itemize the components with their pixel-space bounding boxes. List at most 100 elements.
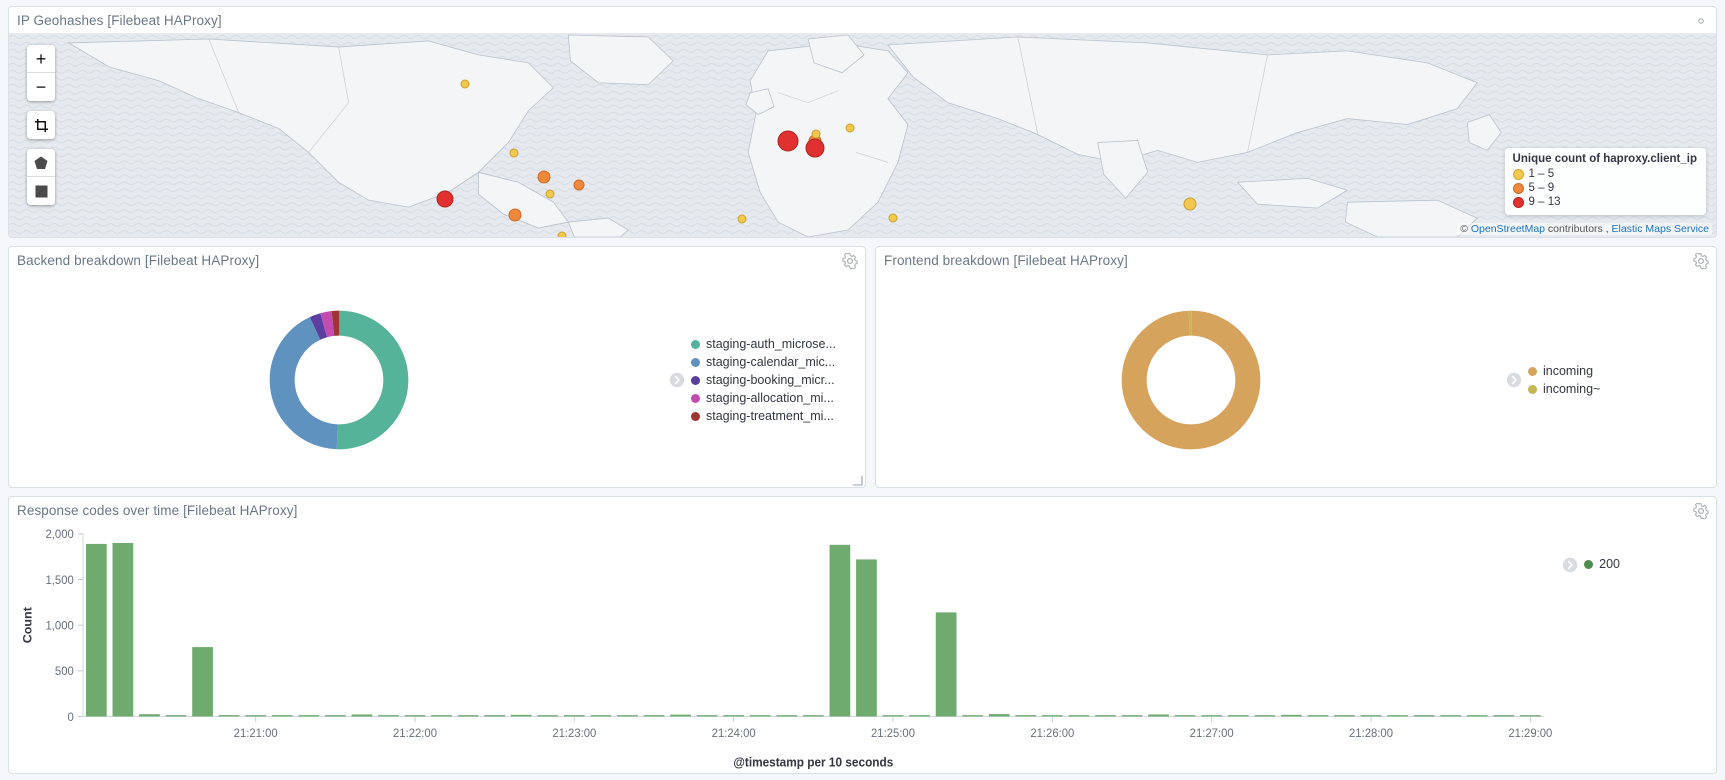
map-marker[interactable] <box>508 208 522 222</box>
bar[interactable] <box>1413 715 1435 717</box>
bar[interactable] <box>670 714 691 717</box>
bar[interactable] <box>563 715 585 717</box>
donut-slice-4[interactable] <box>269 310 409 450</box>
frontend-donut-chart[interactable] <box>876 305 1506 455</box>
bar[interactable] <box>1466 715 1488 717</box>
bar[interactable] <box>218 715 240 717</box>
bar[interactable] <box>378 715 399 717</box>
bar[interactable] <box>192 647 213 717</box>
fit-to-data-crop-icon[interactable] <box>27 111 55 139</box>
bar[interactable] <box>431 715 452 717</box>
map-marker[interactable] <box>805 138 825 158</box>
bar[interactable] <box>988 714 1010 717</box>
bar[interactable] <box>351 714 373 717</box>
map-marker[interactable] <box>573 179 585 191</box>
bar[interactable] <box>1015 715 1037 717</box>
map-marker[interactable] <box>509 148 519 158</box>
gear-icon[interactable] <box>1693 503 1709 519</box>
bar[interactable] <box>643 715 665 717</box>
legend-item[interactable]: staging-treatment_mi... <box>691 409 836 424</box>
donut-slice-1[interactable] <box>269 310 409 450</box>
draw-polygon-icon[interactable] <box>27 149 55 177</box>
bar[interactable] <box>324 715 346 717</box>
bar[interactable] <box>1201 715 1223 717</box>
map-marker[interactable] <box>545 189 555 199</box>
bar[interactable] <box>298 715 320 717</box>
zoom-in-icon[interactable]: + <box>27 45 55 73</box>
backend-donut-chart[interactable] <box>9 305 669 455</box>
panel-resize-handle[interactable] <box>851 474 863 486</box>
bar[interactable] <box>1387 715 1408 717</box>
elastic-maps-service-link[interactable]: Elastic Maps Service <box>1611 223 1709 235</box>
bar[interactable] <box>1519 715 1541 717</box>
bar[interactable] <box>696 715 718 717</box>
bar[interactable] <box>1148 714 1169 717</box>
bar[interactable] <box>85 543 107 717</box>
zoom-out-icon[interactable]: − <box>27 73 55 101</box>
map-marker[interactable] <box>811 129 821 139</box>
map-marker[interactable] <box>845 123 855 133</box>
bar[interactable] <box>1334 715 1355 717</box>
legend-item[interactable]: incoming~ <box>1528 382 1600 397</box>
bar[interactable] <box>1121 715 1143 717</box>
map-viewport[interactable]: + − <box>9 33 1716 237</box>
map-marker[interactable] <box>888 213 898 223</box>
bar[interactable] <box>165 715 187 717</box>
bar[interactable] <box>1095 715 1116 717</box>
donut-slice-1[interactable] <box>1121 310 1261 450</box>
bar[interactable] <box>404 715 426 717</box>
bar[interactable] <box>510 714 532 717</box>
bar[interactable] <box>909 715 930 717</box>
bar[interactable] <box>935 612 957 717</box>
response-bar-chart[interactable]: 0 500 1,000 1,500 2,000 21:21:00 21:22:00 21:23… <box>9 523 1562 773</box>
bar[interactable] <box>776 715 798 717</box>
map-marker[interactable] <box>460 79 470 89</box>
bar[interactable] <box>590 715 612 717</box>
bar[interactable] <box>723 715 745 717</box>
draw-rectangle-icon[interactable] <box>27 177 55 205</box>
legend-item[interactable]: incoming <box>1528 364 1600 379</box>
bar[interactable] <box>1227 715 1249 717</box>
bar[interactable] <box>245 715 267 717</box>
bar[interactable] <box>1307 715 1329 717</box>
bar[interactable] <box>1440 715 1462 717</box>
bar[interactable] <box>802 715 824 717</box>
bar[interactable] <box>882 715 904 717</box>
bar[interactable] <box>484 715 506 717</box>
legend-item[interactable]: 200 <box>1584 557 1620 572</box>
openstreetmap-link[interactable]: OpenStreetMap <box>1470 223 1546 235</box>
legend-item[interactable]: staging-allocation_mi... <box>691 391 836 406</box>
gear-icon[interactable] <box>1693 13 1709 29</box>
legend-item[interactable]: staging-auth_microse... <box>691 337 836 352</box>
map-marker[interactable] <box>777 130 799 152</box>
bar[interactable] <box>829 544 851 717</box>
bar[interactable] <box>139 714 160 717</box>
bar[interactable] <box>1174 715 1196 717</box>
chevron-right-circle-icon[interactable] <box>669 372 685 388</box>
bar[interactable] <box>112 543 134 717</box>
bar[interactable] <box>1493 715 1515 717</box>
bar[interactable] <box>617 715 638 717</box>
bar[interactable] <box>1068 715 1090 717</box>
bar[interactable] <box>457 715 479 717</box>
bar[interactable] <box>856 559 877 717</box>
chevron-right-circle-icon[interactable] <box>1506 372 1522 388</box>
gear-icon[interactable] <box>1693 253 1709 269</box>
donut-slice-0[interactable] <box>1121 310 1261 450</box>
bar[interactable] <box>1280 714 1302 717</box>
gear-icon[interactable] <box>842 253 858 269</box>
bar[interactable] <box>1360 715 1382 717</box>
map-marker[interactable] <box>537 170 551 184</box>
legend-item[interactable]: staging-calendar_mic... <box>691 355 836 370</box>
bar[interactable] <box>537 715 559 717</box>
bar[interactable] <box>1041 715 1063 717</box>
bar[interactable] <box>1254 715 1276 717</box>
bar[interactable] <box>749 715 771 717</box>
map-marker[interactable] <box>1183 197 1197 211</box>
map-marker[interactable] <box>557 231 567 237</box>
bar[interactable] <box>271 715 293 717</box>
map-marker[interactable] <box>436 190 454 208</box>
chevron-right-circle-icon[interactable] <box>1562 557 1578 573</box>
donut-slice-0[interactable] <box>269 310 409 450</box>
legend-item[interactable]: staging-booking_micr... <box>691 373 836 388</box>
